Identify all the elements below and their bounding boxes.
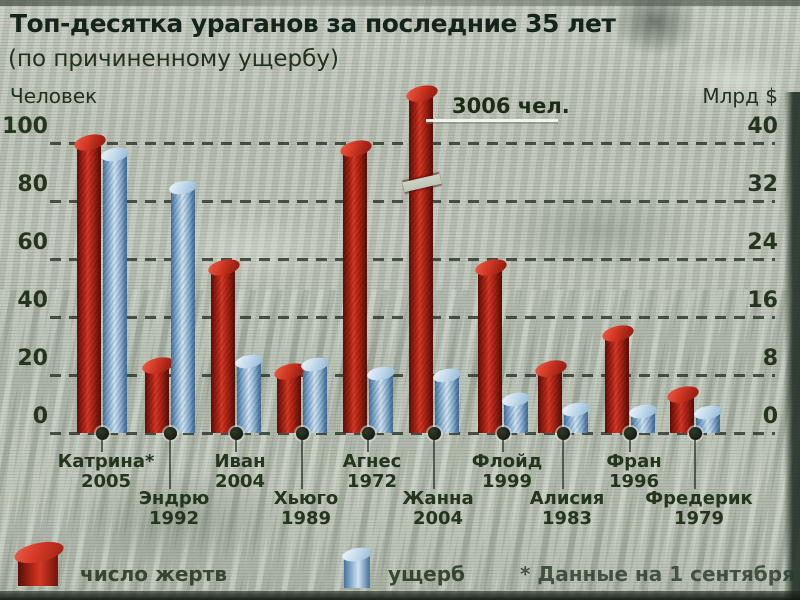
label-connector <box>235 440 237 452</box>
bar-victims-Иван <box>206 256 242 434</box>
category-label-Флойд: Флойд 1999 <box>442 452 572 492</box>
bar-victims-Фран <box>600 322 636 433</box>
hurricane-year: 1992 <box>148 508 200 529</box>
bar-victims-Катрина <box>72 131 108 433</box>
hurricane-name: Алисия <box>529 488 605 509</box>
hurricane-year: 1979 <box>673 508 725 529</box>
bar-victims-Агнес <box>338 137 374 434</box>
bar-damage-Агнес <box>366 364 396 434</box>
label-connector <box>433 440 435 489</box>
category-label-Агнес: Агнес 1972 <box>307 452 437 492</box>
category-label-Фредерик: Фредерик 1979 <box>634 489 764 529</box>
left-tick-80: 80 <box>17 172 48 197</box>
hurricane-name: Хьюго <box>273 488 339 509</box>
right-tick-0: 0 <box>762 404 778 429</box>
hurricane-year: 2005 <box>80 471 132 492</box>
legend-victims-label: число жертв <box>80 562 227 586</box>
annotation-victims-offscale: 3006 чел. <box>452 94 570 118</box>
bar-damage-Катрина <box>100 145 130 434</box>
annotation-callout-line <box>426 119 558 122</box>
label-connector <box>101 440 103 452</box>
category-label-Иван: Иван 2004 <box>175 452 305 492</box>
left-tick-40: 40 <box>17 288 48 313</box>
category-label-Катрина: Катрина* 2005 <box>41 452 171 492</box>
axis-dot-Фран <box>623 427 637 440</box>
bar-victims-Хьюго <box>272 360 308 433</box>
axis-dot-Катрина <box>95 427 109 440</box>
gridline-0 <box>50 432 775 435</box>
hurricane-year: 1999 <box>481 471 533 492</box>
hurricane-year: 2004 <box>214 471 266 492</box>
axis-dot-Агнес <box>361 427 375 440</box>
chart-title: Топ-десятка ураганов за последние 35 лет <box>10 9 616 38</box>
label-connector <box>562 440 564 489</box>
bar-damage-Алисия <box>561 400 591 433</box>
bar-damage-Фредерик <box>693 403 723 433</box>
axis-dot-Жанна <box>427 427 441 440</box>
left-tick-100: 100 <box>2 114 48 139</box>
axis-dot-Алисия <box>556 427 570 440</box>
axis-dot-Эндрю <box>163 427 177 440</box>
left-tick-20: 20 <box>17 346 48 371</box>
category-label-Хьюго: Хьюго 1989 <box>241 489 371 529</box>
category-label-Фран: Фран 1996 <box>569 452 699 492</box>
hurricane-name: Фран <box>606 451 662 472</box>
hurricane-year: 2004 <box>412 508 464 529</box>
right-tick-40: 40 <box>747 114 778 139</box>
left-tick-60: 60 <box>17 230 48 255</box>
bar-damage-Фран <box>628 402 658 433</box>
photo-edge-right <box>784 92 800 600</box>
legend-victims-swatch <box>12 538 66 586</box>
hurricane-name: Эндрю <box>138 488 210 509</box>
bar-victims-Алисия <box>533 357 569 433</box>
bar-damage-Эндрю <box>168 178 198 433</box>
hurricane-name: Агнес <box>342 451 402 472</box>
hurricane-name: Иван <box>214 451 266 472</box>
label-connector <box>367 440 369 452</box>
hurricane-year: 1983 <box>541 508 593 529</box>
hurricane-year: 1989 <box>280 508 332 529</box>
category-label-Эндрю: Эндрю 1992 <box>109 489 239 529</box>
photo-edge-bottom <box>0 591 800 600</box>
right-tick-16: 16 <box>747 288 778 313</box>
label-connector <box>502 440 504 452</box>
hurricane-year: 1996 <box>608 471 660 492</box>
bar-victims-Фредерик <box>665 383 701 433</box>
hurricane-name: Жанна <box>402 488 474 509</box>
label-connector <box>169 440 171 489</box>
category-label-Жанна: Жанна 2004 <box>373 489 503 529</box>
axis-dot-Фредерик <box>688 427 702 440</box>
photo-edge-top <box>0 0 800 6</box>
bar-victims-Эндрю <box>140 354 176 433</box>
label-connector <box>694 440 696 489</box>
right-tick-32: 32 <box>747 172 778 197</box>
legend-damage-swatch <box>341 545 373 588</box>
axis-dot-Иван <box>229 427 243 440</box>
bar-victims-Флойд <box>473 256 509 434</box>
bar-damage-Иван <box>234 352 264 433</box>
bar-damage-Флойд <box>501 390 531 434</box>
hurricane-name: Флойд <box>471 451 543 472</box>
legend-damage-label: ущерб <box>388 562 465 586</box>
axis-dot-Флойд <box>496 427 510 440</box>
left-tick-0: 0 <box>32 404 48 429</box>
axis-dot-Хьюго <box>295 427 309 440</box>
hurricane-year: 1972 <box>346 471 398 492</box>
bar-victims-Жанна <box>402 82 442 433</box>
right-axis-title: Млрд $ <box>702 84 778 108</box>
footnote: * Данные на 1 сентября <box>520 562 795 586</box>
hurricane-name: Фредерик <box>645 488 753 509</box>
right-tick-8: 8 <box>762 346 778 371</box>
label-connector <box>301 440 303 489</box>
category-label-Алисия: Алисия 1983 <box>502 489 632 529</box>
bar-damage-Хьюго <box>300 355 330 433</box>
chart-subtitle: (по причиненному ущербу) <box>8 46 339 72</box>
hurricane-name: Катрина* <box>57 451 155 472</box>
right-tick-24: 24 <box>747 230 778 255</box>
bar-damage-Жанна <box>432 366 462 433</box>
label-connector <box>629 440 631 452</box>
left-axis-title: Человек <box>10 84 98 108</box>
